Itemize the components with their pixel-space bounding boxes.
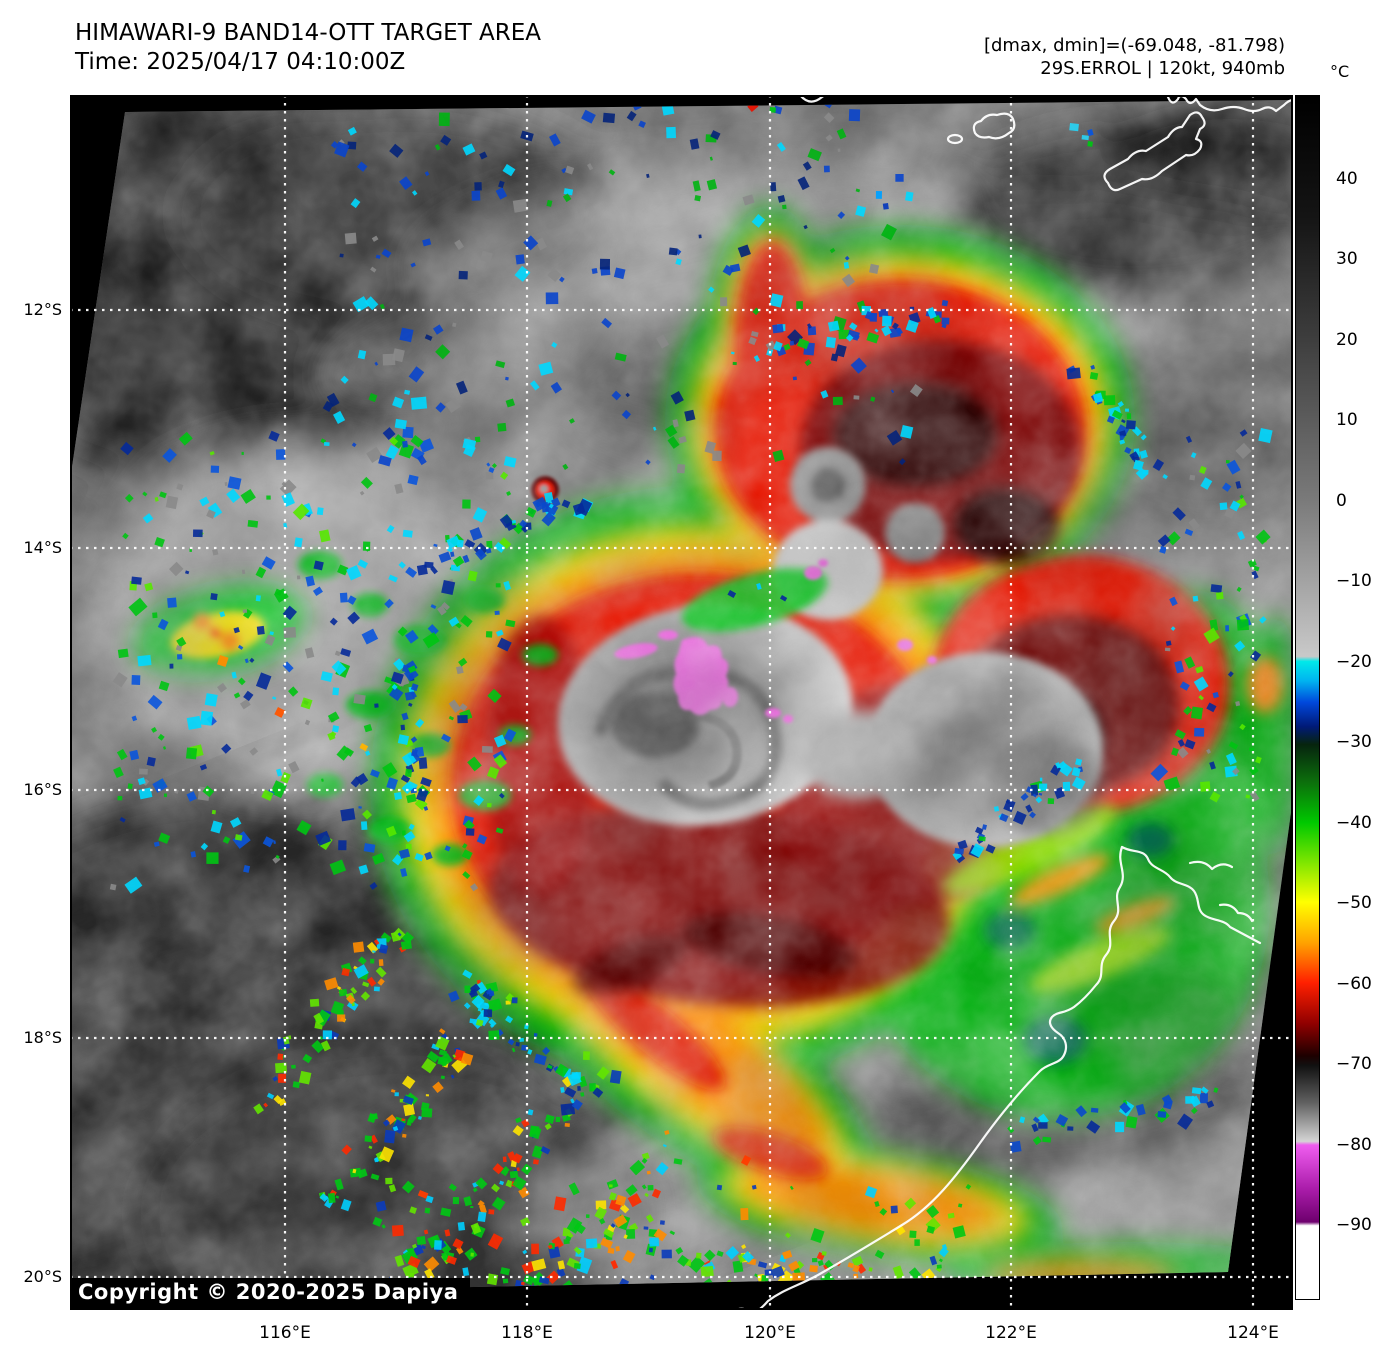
- colorbar-tick-label: 30: [1336, 249, 1358, 269]
- colorbar-tick-label: −90: [1336, 1215, 1372, 1235]
- info-block: [dmax, dmin]=(-69.048, -81.798) 29S.ERRO…: [984, 34, 1285, 80]
- colorbar-tick-label: −30: [1336, 732, 1372, 752]
- colorbar-tick-label: 40: [1336, 169, 1358, 189]
- map-plot-area: Copyright © 2020-2025 Dapiya: [70, 95, 1293, 1310]
- colorbar-tick-label: 0: [1336, 491, 1347, 511]
- lon-tick-label: 118°E: [501, 1323, 553, 1343]
- lon-tick-label: 116°E: [259, 1323, 311, 1343]
- colorbar-tick-label: −10: [1336, 571, 1372, 591]
- colorbar-tick-label: −60: [1336, 974, 1372, 994]
- lat-tick-label: 18°S: [23, 1028, 62, 1047]
- colorbar-tick-label: −40: [1336, 813, 1372, 833]
- graticule: [70, 95, 1293, 1310]
- copyright-label: Copyright © 2020-2025 Dapiya: [70, 1278, 471, 1308]
- colorbar-tick-label: −70: [1336, 1054, 1372, 1074]
- satellite-image: [70, 95, 1293, 1310]
- colorbar-unit-label: °C: [1330, 62, 1350, 81]
- lon-tick-label: 124°E: [1227, 1323, 1279, 1343]
- time-label: Time: 2025/04/17 04:10:00Z: [75, 49, 406, 75]
- lat-tick-label: 20°S: [23, 1267, 62, 1286]
- lon-tick-label: 122°E: [985, 1323, 1037, 1343]
- lat-tick-label: 12°S: [23, 300, 62, 319]
- lon-tick-label: 120°E: [744, 1323, 796, 1343]
- colorbar-tick-label: −20: [1336, 652, 1372, 672]
- data-swath: [70, 100, 1293, 1295]
- plot-frame: [70, 95, 1293, 1310]
- colorbar-tick-label: 10: [1336, 410, 1358, 430]
- lat-tick-label: 16°S: [23, 780, 62, 799]
- colorbar-tick-label: −50: [1336, 893, 1372, 913]
- lat-tick-label: 14°S: [23, 538, 62, 557]
- storm-label: 29S.ERROL | 120kt, 940mb: [1040, 58, 1285, 79]
- convective-speckles: [109, 100, 1273, 1295]
- colorbar-tick-label: −80: [1336, 1135, 1372, 1155]
- page-title: HIMAWARI-9 BAND14-OTT TARGET AREA: [75, 20, 542, 46]
- colorbar-tick-label: 20: [1336, 330, 1358, 350]
- temperature-colorbar: [1295, 95, 1320, 1300]
- dmax-dmin-label: [dmax, dmin]=(-69.048, -81.798): [983, 35, 1285, 56]
